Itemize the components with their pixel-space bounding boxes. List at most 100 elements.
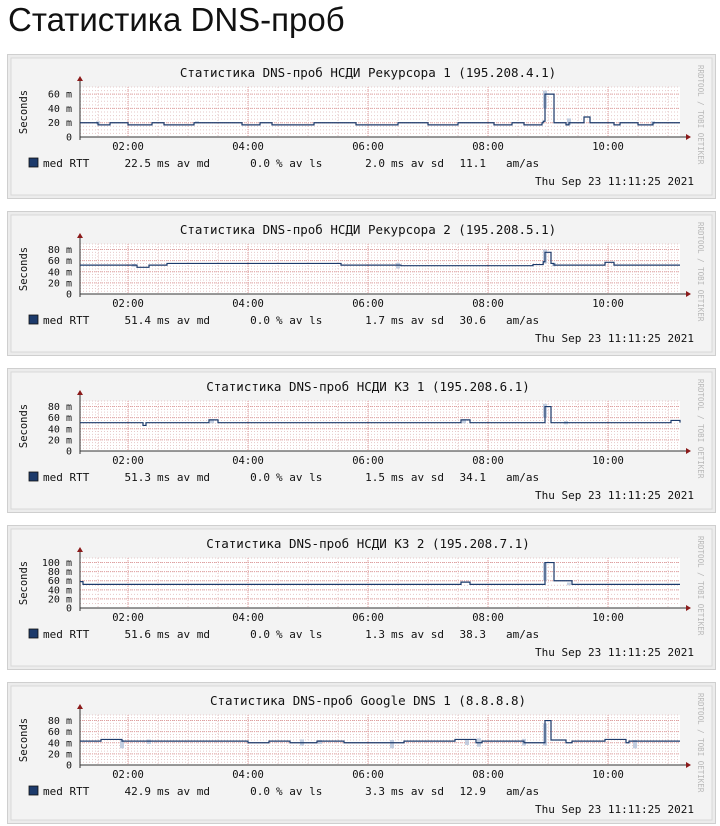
smoke-band	[567, 118, 571, 125]
y-tick-label: 20 m	[48, 594, 72, 605]
legend-am-as-unit: am/as	[506, 785, 539, 798]
chart-timestamp: Thu Sep 23 11:11:25 2021	[535, 489, 694, 502]
x-axis-arrow	[686, 605, 691, 611]
y-axis-arrow	[77, 390, 83, 395]
y-tick-label: 80 m	[48, 402, 72, 413]
chart-title: Статистика DNS-проб НСДИ КЗ 2 (195.208.7…	[206, 536, 530, 551]
chart-title: Статистика DNS-проб НСДИ Рекурсора 1 (19…	[180, 65, 556, 80]
legend-am-as-value: 12.9	[460, 785, 487, 798]
chart-card-1: 02:00 04:00 06:00 08:00 10:00 0 20 m 40 m 60 m Ст…	[7, 54, 716, 199]
x-tick-label: 06:00	[352, 455, 384, 467]
y-tick-label: 40 m	[48, 585, 72, 596]
x-tick-label: 06:00	[352, 141, 384, 153]
smoke-band	[465, 739, 469, 745]
y-tick-label: 40 m	[48, 267, 72, 278]
x-axis-arrow	[686, 448, 691, 454]
legend-av-md-unit: ms av md	[157, 785, 210, 798]
x-tick-label: 04:00	[232, 141, 264, 153]
legend-av-ls-value: 0.0	[250, 628, 270, 641]
rrdtool-watermark: RRDTOOL / TOBI OETIKER	[696, 222, 705, 322]
x-axis-arrow	[686, 134, 691, 140]
x-tick-label: 02:00	[112, 769, 144, 781]
y-tick-label: 0	[66, 761, 72, 772]
page-title: Статистика DNS-проб	[8, 1, 345, 38]
y-tick-label: 60 m	[48, 576, 72, 587]
x-tick-label: 02:00	[112, 141, 144, 153]
plot-area	[80, 558, 680, 608]
x-tick-label: 04:00	[232, 455, 264, 467]
y-tick-label: 0	[66, 290, 72, 301]
legend-av-sd-value: 2.0	[365, 157, 385, 170]
y-tick-label: 60 m	[48, 256, 72, 267]
x-tick-label: 02:00	[112, 612, 144, 624]
legend-swatch	[28, 471, 39, 482]
legend-av-ls-unit: % av ls	[276, 471, 322, 484]
chart-title: Статистика DNS-проб НСДИ КЗ 1 (195.208.6…	[206, 379, 530, 394]
x-tick-label: 02:00	[112, 298, 144, 310]
x-tick-label: 06:00	[352, 612, 384, 624]
legend-swatch	[28, 628, 39, 639]
legend-av-sd-unit: ms av sd	[391, 157, 444, 170]
smoke-band	[633, 740, 637, 749]
y-tick-label: 20 m	[48, 278, 72, 289]
y-axis-arrow	[77, 76, 83, 81]
x-tick-label: 10:00	[592, 298, 624, 310]
legend-av-ls-value: 0.0	[250, 314, 270, 327]
y-tick-label: 60 m	[48, 727, 72, 738]
legend-swatch	[28, 314, 39, 325]
legend-av-sd-value: 1.5	[365, 471, 385, 484]
legend-av-ls-unit: % av ls	[276, 628, 322, 641]
y-tick-label: 40 m	[48, 738, 72, 749]
legend-am-as-unit: am/as	[506, 157, 539, 170]
x-tick-label: 02:00	[112, 455, 144, 467]
y-tick-label: 20 m	[48, 749, 72, 760]
legend-av-sd-unit: ms av sd	[391, 785, 444, 798]
y-tick-label: 40 m	[48, 104, 72, 115]
chart-card-5: 02:00 04:00 06:00 08:00 10:00 0 20 m 40 m 60 m 80…	[7, 682, 716, 824]
rrdtool-watermark: RRDTOOL / TOBI OETIKER	[696, 693, 705, 793]
rtt-chart-3: 02:00 04:00 06:00 08:00 10:00 020 m40 m60 m80…	[10, 371, 713, 510]
legend-label: med RTT	[43, 157, 90, 170]
legend-label: med RTT	[43, 314, 90, 327]
x-tick-label: 08:00	[472, 455, 504, 467]
legend-av-sd-unit: ms av sd	[391, 471, 444, 484]
legend-am-as-unit: am/as	[506, 628, 539, 641]
x-tick-label: 08:00	[472, 612, 504, 624]
legend-av-sd-unit: ms av sd	[391, 314, 444, 327]
legend-av-md-value: 51.6	[125, 628, 152, 641]
legend-av-md-unit: ms av md	[157, 157, 210, 170]
chart-title: Статистика DNS-проб НСДИ Рекурсора 2 (19…	[180, 222, 556, 237]
legend-av-ls-value: 0.0	[250, 157, 270, 170]
legend-am-as-value: 34.1	[460, 471, 487, 484]
smoke-band	[120, 740, 124, 749]
legend-av-sd-value: 3.3	[365, 785, 385, 798]
chart-timestamp: Thu Sep 23 11:11:25 2021	[535, 175, 694, 188]
x-tick-label: 08:00	[472, 141, 504, 153]
x-tick-label: 08:00	[472, 769, 504, 781]
chart-timestamp: Thu Sep 23 11:11:25 2021	[535, 646, 694, 659]
y-axis-arrow	[77, 704, 83, 709]
x-tick-label: 08:00	[472, 298, 504, 310]
series-line-0	[80, 561, 680, 585]
legend-label: med RTT	[43, 785, 90, 798]
x-axis-arrow	[686, 291, 691, 297]
chart-timestamp: Thu Sep 23 11:11:25 2021	[535, 803, 694, 816]
legend-am-as-value: 30.6	[460, 314, 487, 327]
legend-av-md-unit: ms av md	[157, 628, 210, 641]
smoke-band	[462, 419, 466, 424]
y-axis-label: Seconds	[18, 247, 30, 291]
y-axis-label: Seconds	[18, 561, 30, 605]
y-axis-arrow	[77, 547, 83, 552]
y-tick-label: 80 m	[48, 567, 72, 578]
chart-card-2: 02:00 04:00 06:00 08:00 10:00 0 20 m 40 m 60 m 80…	[7, 211, 716, 356]
legend-am-as-value: 11.1	[460, 157, 487, 170]
legend-swatch	[28, 785, 39, 796]
legend-av-md-value: 51.3	[125, 471, 152, 484]
legend-av-md-value: 51.4	[125, 314, 152, 327]
x-tick-label: 06:00	[352, 298, 384, 310]
legend-am-as-unit: am/as	[506, 471, 539, 484]
y-tick-label: 0	[66, 447, 72, 458]
x-tick-label: 04:00	[232, 612, 264, 624]
legend-swatch	[28, 157, 39, 168]
x-tick-label: 04:00	[232, 298, 264, 310]
